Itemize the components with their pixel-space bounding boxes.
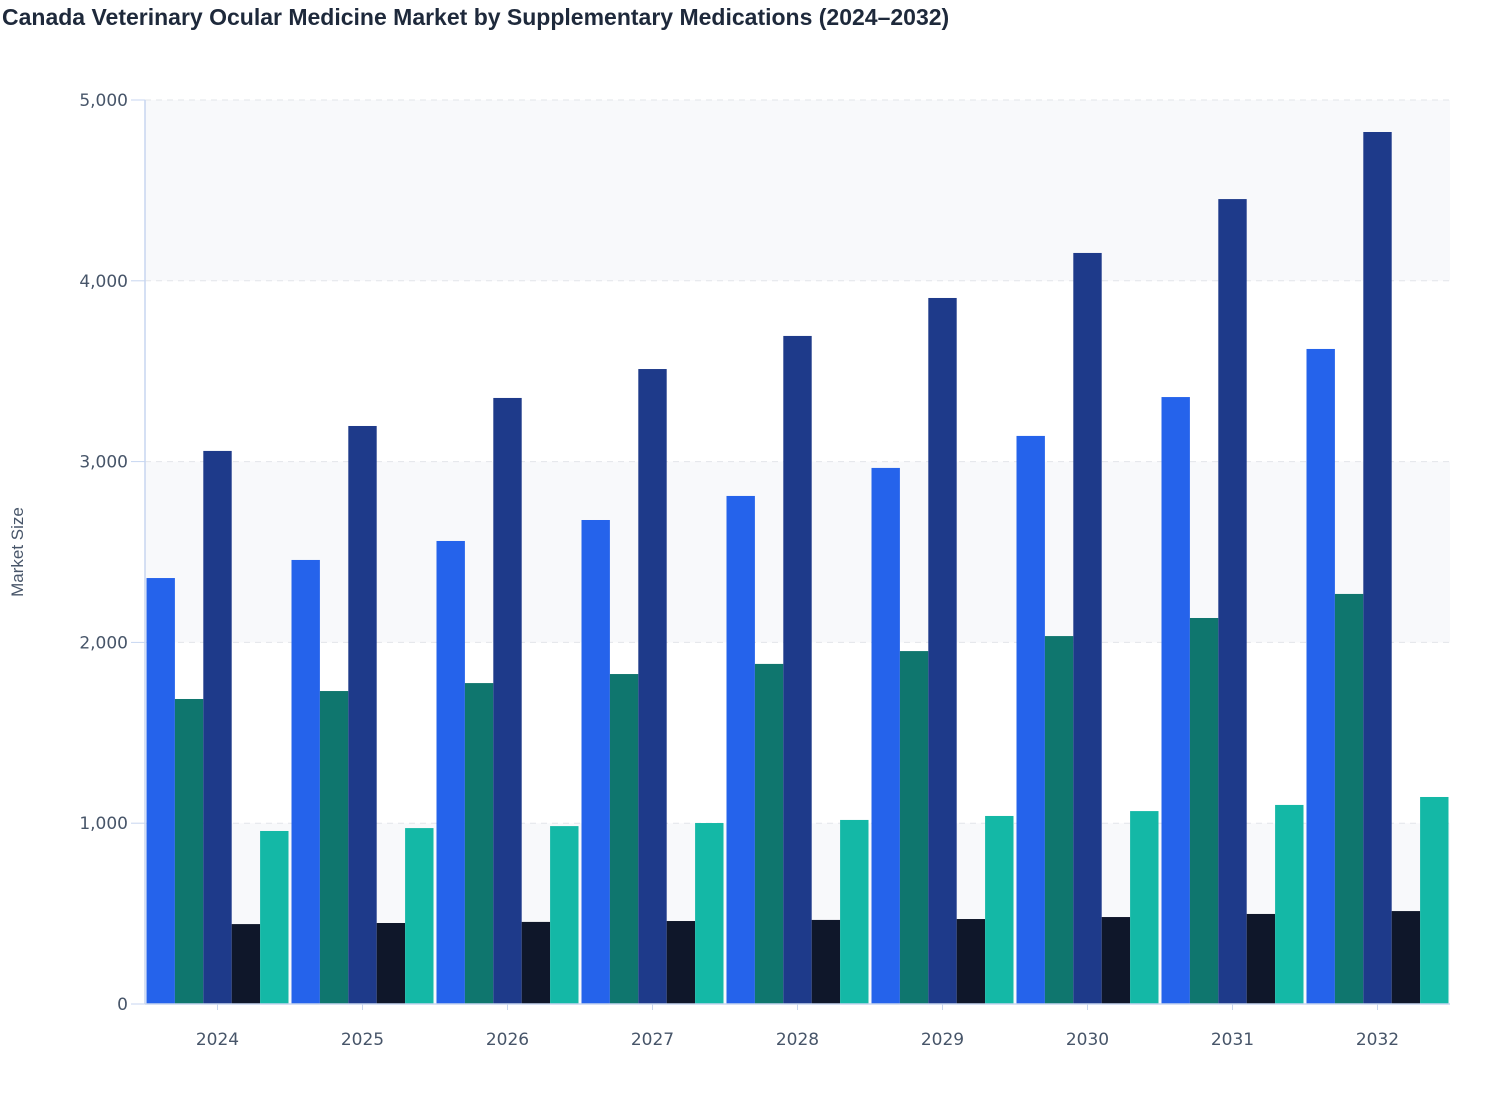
y-axis-label: Market Size — [8, 507, 27, 597]
x-tick-label: 2028 — [776, 1030, 819, 1050]
x-tick-label: 2027 — [631, 1030, 674, 1050]
bars — [146, 132, 1449, 1005]
bar-2030-series-2 — [1044, 636, 1074, 1004]
bar-2031-series-3 — [1218, 199, 1247, 1005]
bar-2024-series-2 — [174, 698, 204, 1004]
bar-2028-series-4 — [811, 919, 841, 1004]
plot-band — [145, 100, 1450, 281]
bar-2025-series-4 — [376, 923, 406, 1004]
bar-2029-series-4 — [956, 919, 986, 1004]
bar-2026-series-5 — [550, 826, 579, 1004]
bar-2029-series-3 — [928, 297, 957, 1004]
y-tick-label: 4,000 — [79, 272, 128, 292]
bar-2027-series-3 — [638, 369, 667, 1004]
x-tick-label: 2031 — [1211, 1030, 1254, 1050]
bar-2029-series-5 — [985, 815, 1014, 1004]
bar-2025-series-5 — [405, 828, 434, 1004]
x-tick-label: 2030 — [1066, 1030, 1109, 1050]
bar-2026-series-4 — [521, 921, 551, 1004]
x-tick-label: 2032 — [1356, 1030, 1399, 1050]
bar-2024-series-1 — [146, 578, 175, 1004]
bar-2030-series-5 — [1130, 811, 1159, 1004]
axes: 0 1,000 2,000 3,000 4,000 5,000 2024 2025 2026 20… — [79, 91, 1450, 1050]
y-tick-label: 1,000 — [79, 814, 128, 834]
x-tick-label: 2029 — [921, 1030, 964, 1050]
x-tick-label: 2026 — [486, 1030, 529, 1050]
bar-2032-series-3 — [1363, 132, 1392, 1005]
bar-2029-series-1 — [871, 467, 900, 1005]
bar-2030-series-4 — [1101, 917, 1131, 1004]
bar-2030-series-3 — [1073, 252, 1102, 1005]
x-tick-label: 2025 — [341, 1030, 384, 1050]
bar-2026-series-1 — [436, 540, 465, 1004]
bar-2031-series-5 — [1275, 804, 1304, 1004]
bar-2025-series-3 — [348, 425, 377, 1004]
bar-2031-series-2 — [1189, 617, 1219, 1004]
bar-2024-series-5 — [260, 830, 289, 1004]
chart-title: Canada Veterinary Ocular Medicine Market… — [2, 4, 950, 30]
bar-2025-series-1 — [291, 559, 320, 1004]
bar-2028-series-1 — [726, 495, 755, 1004]
y-tick-label: 3,000 — [79, 453, 128, 473]
bar-2031-series-4 — [1246, 913, 1276, 1004]
bar-2027-series-4 — [666, 921, 696, 1004]
bar-2029-series-2 — [899, 651, 929, 1004]
bar-2026-series-3 — [493, 397, 522, 1005]
x-tick-label: 2024 — [196, 1030, 239, 1050]
bar-2031-series-1 — [1161, 397, 1190, 1004]
bar-2028-series-2 — [754, 663, 784, 1004]
y-tick-label: 2,000 — [79, 633, 128, 653]
bar-2032-series-2 — [1334, 593, 1364, 1004]
bar-2024-series-4 — [231, 924, 261, 1004]
bar-2028-series-3 — [783, 335, 812, 1005]
bar-2032-series-4 — [1391, 911, 1421, 1004]
bar-2026-series-2 — [464, 683, 494, 1004]
bar-2027-series-5 — [695, 823, 724, 1004]
bar-2025-series-2 — [319, 691, 349, 1004]
bar-2030-series-1 — [1016, 435, 1045, 1004]
bar-2027-series-1 — [581, 519, 610, 1004]
bar-2032-series-1 — [1306, 348, 1335, 1004]
bar-2028-series-5 — [840, 819, 869, 1004]
bar-2032-series-5 — [1420, 796, 1449, 1004]
bar-2027-series-2 — [609, 674, 639, 1004]
y-tick-label: 5,000 — [79, 91, 128, 111]
bar-2024-series-3 — [203, 450, 232, 1004]
y-tick-label: 0 — [117, 995, 128, 1015]
